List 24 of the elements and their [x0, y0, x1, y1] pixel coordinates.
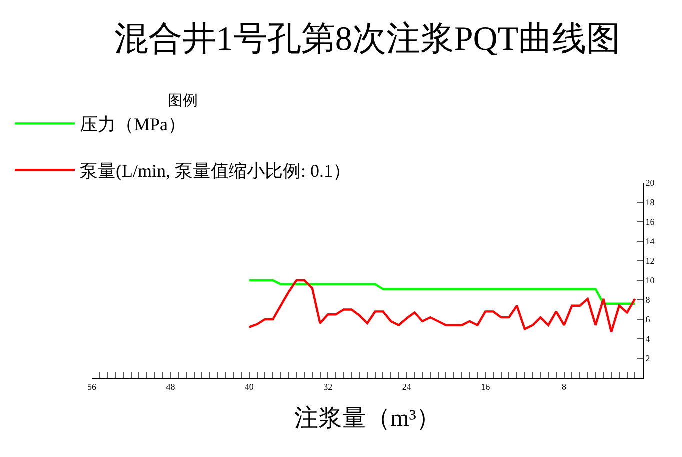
line-series — [248, 279, 636, 334]
x-tick-label: 40 — [244, 382, 254, 392]
x-axis-title: 注浆量（m³） — [294, 405, 440, 432]
x-tick-label: 24 — [402, 382, 412, 392]
x-tick-label: 16 — [481, 382, 491, 392]
y-tick-label: 2 — [646, 354, 650, 364]
y-tick-label: 14 — [646, 236, 656, 247]
legend-label: 泵量(L/min, 泵量值缩小比例: 0.1） — [80, 161, 351, 182]
x-tick-label: 56 — [88, 382, 97, 392]
legend-title: 图例 — [168, 94, 198, 110]
line-series — [248, 279, 636, 305]
y-tick-label: 8 — [646, 295, 651, 306]
x-tick-label: 48 — [166, 382, 176, 392]
y-tick-label: 18 — [646, 198, 656, 208]
y-tick-label: 4 — [646, 334, 651, 344]
y-tick-label: 6 — [646, 314, 651, 325]
x-tick-label: 32 — [324, 382, 333, 392]
y-tick-label: 12 — [646, 256, 655, 266]
x-tick-label: 8 — [562, 382, 568, 392]
legend-label: 压力（MPa） — [80, 114, 186, 135]
chart-title: 混合井1号孔第8次注浆PQT曲线图 — [114, 20, 621, 58]
y-tick-label: 10 — [646, 276, 656, 286]
y-tick-label: 20 — [646, 178, 656, 188]
y-tick-label: 16 — [646, 217, 656, 228]
